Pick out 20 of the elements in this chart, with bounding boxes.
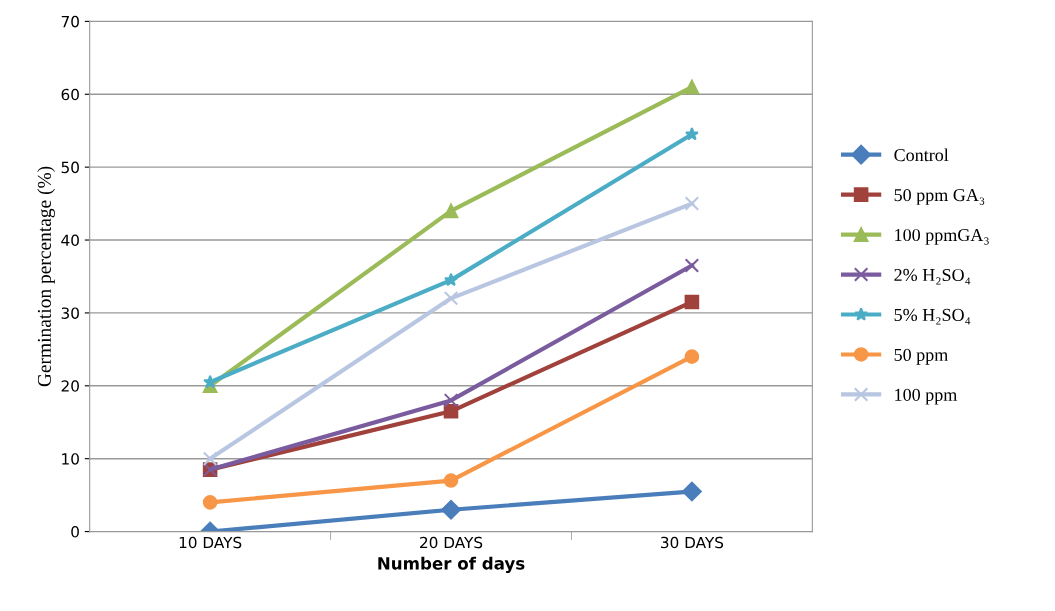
y-tick-label: 20 — [61, 380, 79, 392]
y-tick-label: 40 — [61, 234, 79, 247]
legend-label: 50 ppm GA₃ — [894, 188, 985, 205]
legend-label: Control — [894, 148, 949, 162]
y-tick-label: 10 — [62, 453, 79, 465]
legend-label: 50 ppm — [894, 348, 948, 365]
x-tick-label: 10 DAYS — [179, 536, 242, 549]
y-axis-title: Germination percentage (%) — [37, 166, 55, 387]
y-tick-label: 30 — [61, 307, 79, 319]
legend-label: 2% H₂SO₄ — [894, 268, 971, 285]
x-axis-title: Number of days — [378, 556, 525, 574]
y-tick-label: 0 — [71, 526, 79, 538]
legend-label: 100 ppmGA₃ — [895, 228, 989, 245]
x-tick-label: 20 DAYS — [420, 536, 483, 549]
y-tick-label: 50 — [61, 161, 79, 174]
legend-label: 100 ppm — [895, 388, 958, 405]
y-tick-label: 60 — [61, 88, 79, 101]
legend-label: 5% H₂SO₄ — [894, 308, 971, 325]
y-tick-label: 70 — [61, 15, 79, 28]
x-tick-label: 30 DAYS — [661, 536, 724, 549]
